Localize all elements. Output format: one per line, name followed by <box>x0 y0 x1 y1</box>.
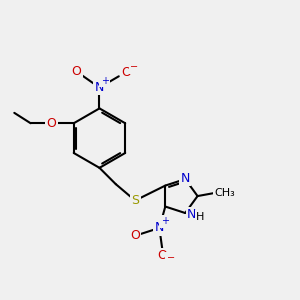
Text: N: N <box>155 221 164 235</box>
Text: O: O <box>46 117 56 130</box>
Text: N: N <box>187 208 196 221</box>
Text: N: N <box>181 172 190 185</box>
Text: O: O <box>130 229 140 242</box>
Text: −: − <box>130 62 138 72</box>
Text: O: O <box>121 66 131 79</box>
Text: O: O <box>158 249 167 262</box>
Text: CH₃: CH₃ <box>215 188 236 198</box>
Text: +: + <box>101 76 109 86</box>
Text: O: O <box>71 65 81 78</box>
Text: N: N <box>95 81 104 94</box>
Text: +: + <box>161 216 169 226</box>
Text: S: S <box>131 194 139 207</box>
Text: H: H <box>196 212 204 222</box>
Text: −: − <box>167 253 175 263</box>
